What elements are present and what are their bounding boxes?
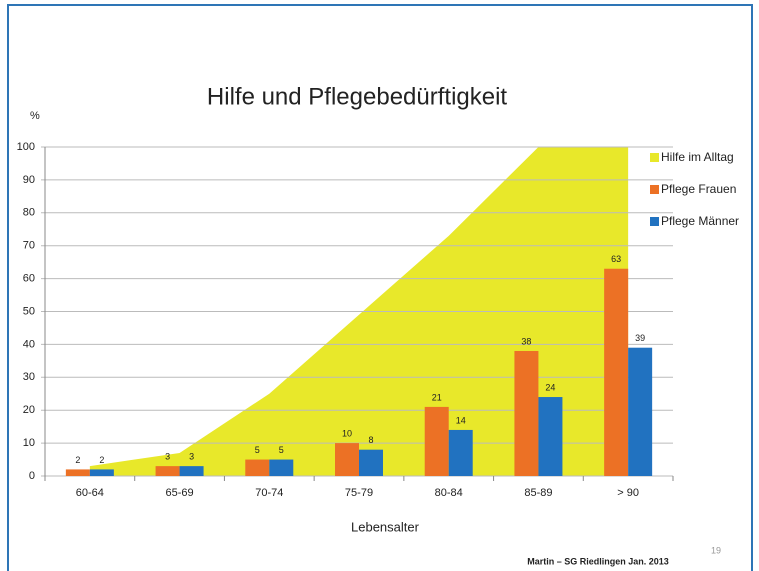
data-label: 63: [611, 254, 621, 264]
bar: [269, 459, 294, 476]
y-tick-label: 0: [29, 470, 35, 482]
x-tick-label: > 90: [617, 487, 639, 499]
legend-label: Pflege Männer: [661, 214, 739, 228]
data-label: 5: [255, 445, 260, 455]
bar: [65, 469, 90, 476]
y-tick-label: 60: [23, 273, 35, 285]
bar: [448, 429, 473, 476]
bar: [155, 466, 180, 476]
x-tick-label: 85-89: [524, 487, 552, 499]
data-label: 21: [432, 392, 442, 402]
area: [89, 147, 629, 476]
x-axis-title: Lebensalter: [351, 519, 420, 534]
legend-swatch: [650, 217, 659, 226]
x-tick-label: 70-74: [255, 487, 283, 499]
chart-title: Hilfe und Pflegebedürftigkeit: [207, 83, 508, 110]
data-label: 5: [279, 445, 284, 455]
y-tick-label: 80: [23, 207, 35, 219]
data-label: 3: [165, 452, 170, 462]
bar: [514, 350, 539, 476]
y-tick-label: 20: [23, 404, 35, 416]
y-tick-label: 40: [23, 338, 35, 350]
data-label: 38: [521, 336, 531, 346]
bar: [89, 469, 114, 476]
y-tick-label: 50: [23, 305, 35, 317]
data-label: 8: [368, 435, 373, 445]
x-tick-label: 60-64: [76, 487, 104, 499]
bar: [179, 466, 204, 476]
bar: [538, 397, 563, 476]
legend-swatch: [650, 185, 659, 194]
bar: [245, 459, 270, 476]
data-label: 10: [342, 428, 352, 438]
data-label: 39: [635, 333, 645, 343]
y-tick-label: 90: [23, 174, 35, 186]
x-tick-label: 75-79: [345, 487, 373, 499]
legend-label: Pflege Frauen: [661, 182, 736, 196]
data-label: 2: [99, 455, 104, 465]
bar: [628, 347, 653, 476]
bar: [335, 443, 359, 476]
data-label: 2: [75, 455, 80, 465]
x-tick-label: 80-84: [435, 487, 463, 499]
bar: [359, 449, 383, 476]
y-unit: %: [30, 110, 40, 122]
y-tick-label: 30: [23, 371, 35, 383]
data-label: 24: [545, 382, 555, 392]
data-label: 14: [456, 415, 466, 425]
legend-swatch: [650, 153, 659, 162]
slide-border: [7, 4, 753, 571]
footer: Martin – SG Riedlingen Jan. 2013: [527, 556, 669, 566]
y-tick-label: 100: [17, 141, 35, 153]
y-tick-label: 70: [23, 240, 35, 252]
data-label: 3: [189, 452, 194, 462]
legend-label: Hilfe im Alltag: [661, 150, 734, 164]
page-number: 19: [711, 545, 721, 555]
bar: [424, 406, 449, 476]
y-tick-label: 10: [23, 437, 35, 449]
x-tick-label: 65-69: [166, 487, 194, 499]
bar: [604, 268, 629, 476]
